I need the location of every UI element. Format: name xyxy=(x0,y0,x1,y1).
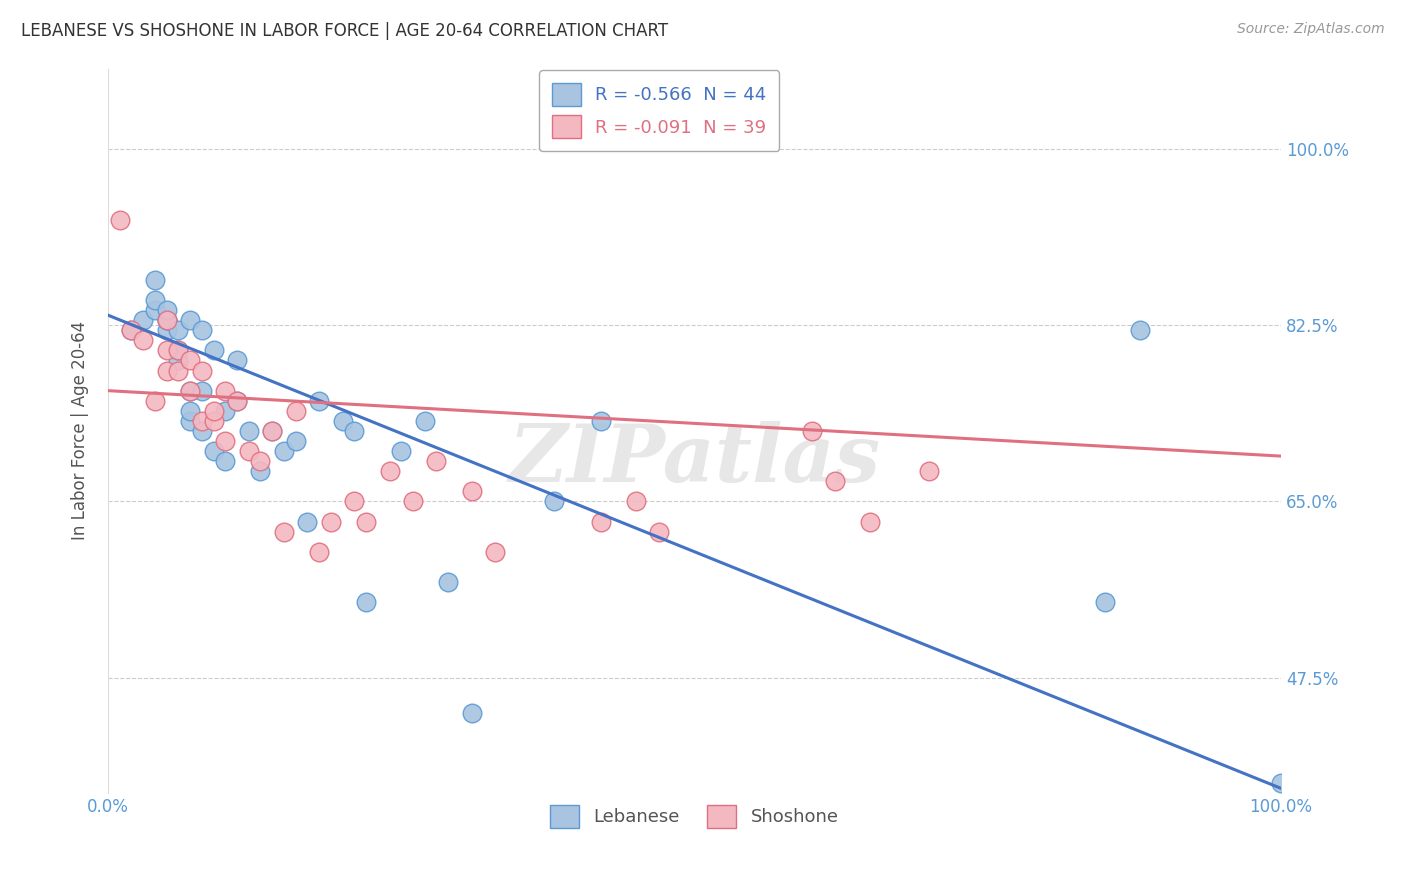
Point xyxy=(589,515,612,529)
Point xyxy=(167,343,190,358)
Point xyxy=(156,313,179,327)
Point xyxy=(120,323,142,337)
Point xyxy=(262,424,284,438)
Point xyxy=(179,404,201,418)
Point xyxy=(800,424,823,438)
Point xyxy=(262,424,284,438)
Point xyxy=(354,595,377,609)
Point xyxy=(378,464,401,478)
Point xyxy=(179,414,201,428)
Point xyxy=(191,424,214,438)
Point xyxy=(202,414,225,428)
Point xyxy=(332,414,354,428)
Point xyxy=(297,515,319,529)
Point xyxy=(824,475,846,489)
Point xyxy=(143,293,166,307)
Point xyxy=(402,494,425,508)
Point xyxy=(214,404,236,418)
Point xyxy=(319,515,342,529)
Point xyxy=(191,363,214,377)
Point xyxy=(191,323,214,337)
Point xyxy=(156,303,179,318)
Point xyxy=(437,574,460,589)
Point xyxy=(484,545,506,559)
Point xyxy=(238,444,260,458)
Point xyxy=(413,414,436,428)
Point xyxy=(1129,323,1152,337)
Point xyxy=(214,454,236,468)
Point xyxy=(143,303,166,318)
Point xyxy=(202,343,225,358)
Point xyxy=(132,334,155,348)
Point xyxy=(226,393,249,408)
Text: Source: ZipAtlas.com: Source: ZipAtlas.com xyxy=(1237,22,1385,37)
Point xyxy=(120,323,142,337)
Point xyxy=(273,524,295,539)
Point xyxy=(214,384,236,398)
Point xyxy=(156,323,179,337)
Point xyxy=(1270,776,1292,790)
Point xyxy=(132,313,155,327)
Point xyxy=(202,444,225,458)
Point xyxy=(202,404,225,418)
Point xyxy=(191,384,214,398)
Point xyxy=(284,434,307,448)
Point xyxy=(425,454,447,468)
Point xyxy=(354,515,377,529)
Point xyxy=(214,434,236,448)
Point xyxy=(179,384,201,398)
Point xyxy=(226,393,249,408)
Point xyxy=(156,343,179,358)
Point xyxy=(191,414,214,428)
Point xyxy=(179,384,201,398)
Point xyxy=(167,323,190,337)
Point xyxy=(460,484,482,499)
Point xyxy=(343,424,366,438)
Point xyxy=(143,273,166,287)
Point xyxy=(308,393,330,408)
Point xyxy=(167,353,190,368)
Point xyxy=(389,444,412,458)
Point xyxy=(226,353,249,368)
Point xyxy=(156,313,179,327)
Point xyxy=(624,494,647,508)
Y-axis label: In Labor Force | Age 20-64: In Labor Force | Age 20-64 xyxy=(72,321,89,541)
Point xyxy=(167,343,190,358)
Point xyxy=(918,464,941,478)
Point xyxy=(143,393,166,408)
Point xyxy=(249,454,271,468)
Point xyxy=(460,706,482,720)
Point xyxy=(308,545,330,559)
Point xyxy=(284,404,307,418)
Legend: Lebanese, Shoshone: Lebanese, Shoshone xyxy=(543,797,846,835)
Point xyxy=(156,363,179,377)
Text: LEBANESE VS SHOSHONE IN LABOR FORCE | AGE 20-64 CORRELATION CHART: LEBANESE VS SHOSHONE IN LABOR FORCE | AG… xyxy=(21,22,668,40)
Point xyxy=(273,444,295,458)
Point xyxy=(179,313,201,327)
Point xyxy=(543,494,565,508)
Point xyxy=(156,313,179,327)
Point xyxy=(167,363,190,377)
Point xyxy=(238,424,260,438)
Point xyxy=(249,464,271,478)
Point xyxy=(859,515,882,529)
Point xyxy=(108,212,131,227)
Point xyxy=(343,494,366,508)
Point xyxy=(179,353,201,368)
Point xyxy=(589,414,612,428)
Text: ZIPatlas: ZIPatlas xyxy=(509,421,880,499)
Point xyxy=(648,524,671,539)
Point xyxy=(1094,595,1116,609)
